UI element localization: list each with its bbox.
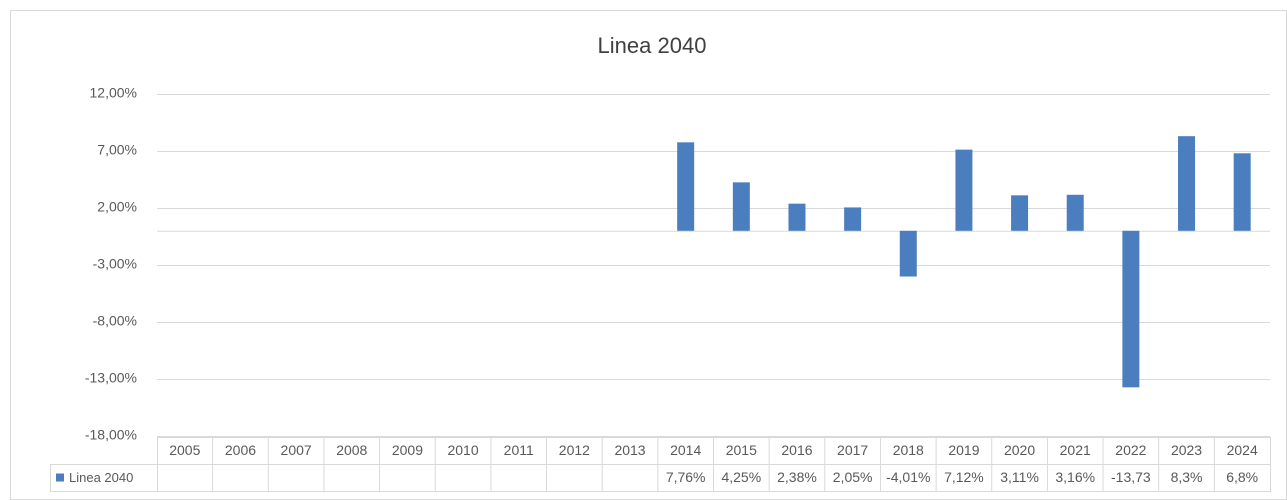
x-tick-label: 2016 [781, 442, 812, 458]
legend-swatch [56, 473, 64, 482]
legend-label: Linea 2040 [69, 470, 133, 485]
data-label: 6,8% [1226, 469, 1258, 485]
y-tick-label: -3,00% [93, 256, 137, 272]
y-tick-label: -18,00% [85, 427, 137, 443]
x-tick-label: 2007 [281, 442, 312, 458]
x-tick-label: 2019 [948, 442, 979, 458]
x-tick-label: 2023 [1171, 442, 1202, 458]
y-tick-label: -13,00% [85, 370, 137, 386]
x-tick-label: 2017 [837, 442, 868, 458]
bar [1011, 195, 1029, 231]
data-label: 2,05% [833, 469, 873, 485]
x-tick-label: 2018 [893, 442, 924, 458]
data-label: -4,01% [886, 469, 930, 485]
bar [1178, 136, 1196, 231]
x-tick-label: 2011 [504, 442, 534, 458]
x-tick-label: 2022 [1115, 442, 1146, 458]
table-data-row [50, 464, 1271, 492]
data-label: -13,73 [1111, 469, 1151, 485]
x-tick-label: 2013 [614, 442, 645, 458]
chart-border [10, 10, 1287, 500]
x-tick-label: 2008 [336, 442, 367, 458]
chart-title: Linea 2040 [598, 33, 707, 58]
x-tick-label: 2006 [225, 442, 256, 458]
y-tick-label: 7,00% [97, 142, 137, 158]
x-tick-label: 2021 [1060, 442, 1091, 458]
data-label: 3,11% [1000, 469, 1039, 485]
x-tick-label: 2024 [1227, 442, 1258, 458]
y-tick-label: 2,00% [97, 199, 137, 215]
bar [899, 230, 917, 277]
x-tick-label: 2012 [559, 442, 590, 458]
data-label: 3,16% [1055, 469, 1095, 485]
x-tick-label: 2015 [726, 442, 757, 458]
data-label: 7,76% [666, 469, 706, 485]
y-tick-label: -8,00% [93, 313, 137, 329]
bar [1066, 194, 1084, 231]
data-label: 4,25% [721, 469, 761, 485]
data-label: 8,3% [1171, 469, 1203, 485]
x-tick-label: 2010 [447, 442, 478, 458]
bar [1122, 230, 1140, 388]
bar [677, 142, 695, 231]
bar [844, 207, 862, 231]
x-tick-label: 2020 [1004, 442, 1035, 458]
bar [955, 149, 973, 231]
bar [732, 182, 750, 231]
bar [788, 203, 806, 231]
x-tick-label: 2005 [169, 442, 200, 458]
bar [1233, 153, 1251, 231]
x-tick-label: 2014 [670, 442, 701, 458]
data-label: 2,38% [777, 469, 817, 485]
y-tick-label: 12,00% [90, 85, 137, 101]
x-tick-label: 2009 [392, 442, 423, 458]
data-label: 7,12% [944, 469, 984, 485]
